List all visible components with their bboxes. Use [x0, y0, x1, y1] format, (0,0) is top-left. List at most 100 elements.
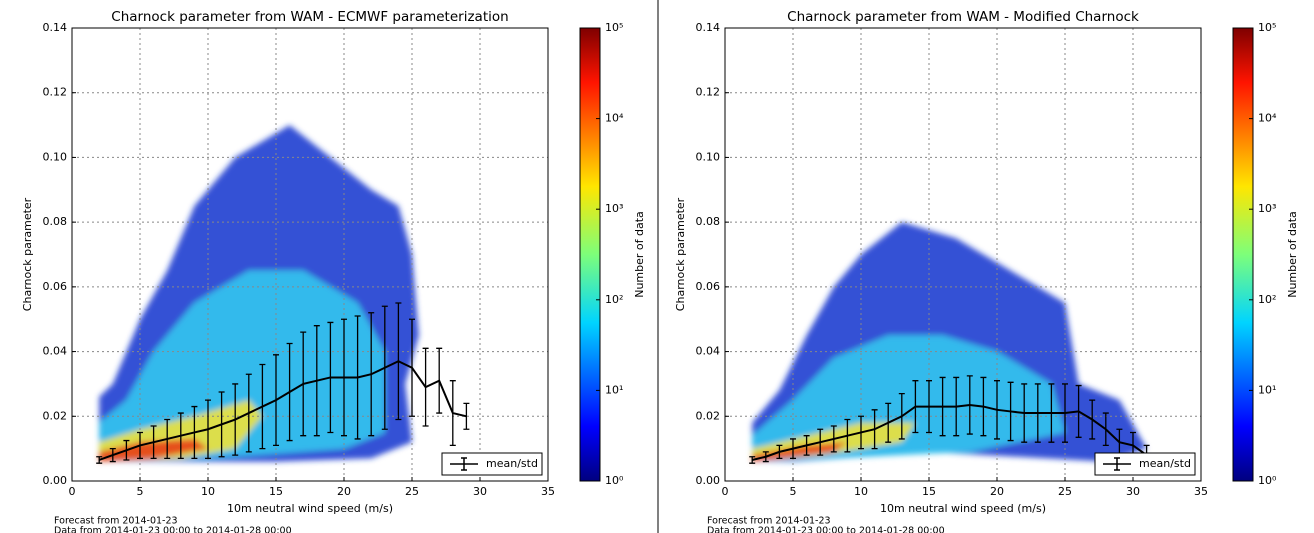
- colorbar-tick-label: 10²: [605, 293, 623, 306]
- error-bar: [273, 354, 279, 447]
- colorbar-tick-label: 10³: [1258, 202, 1276, 215]
- error-bar: [381, 305, 388, 430]
- y-tick-label: 0.02: [696, 409, 721, 422]
- error-bar: [300, 331, 307, 437]
- x-tick-label: 5: [790, 485, 797, 498]
- colorbar: [1232, 27, 1254, 482]
- error-bar: [871, 409, 878, 450]
- error-bar: [395, 302, 402, 421]
- error-bar: [790, 438, 796, 459]
- error-bar: [449, 380, 456, 447]
- legend-label: mean/std: [1139, 457, 1191, 470]
- error-bar: [858, 415, 864, 450]
- y-tick-label: 0.02: [43, 409, 68, 422]
- x-tick-label: 25: [1058, 485, 1072, 498]
- error-bar: [844, 418, 851, 453]
- chart-title: Charnock parameter from WAM - ECMWF para…: [111, 9, 508, 25]
- error-bar: [980, 376, 987, 437]
- error-bar: [96, 456, 103, 464]
- density-cloud: [752, 222, 1147, 462]
- colorbar-label: Number of data: [1286, 211, 1299, 298]
- density-region: [752, 442, 848, 462]
- colorbar-tick-label: 10³: [605, 202, 623, 215]
- legend-label: mean/std: [486, 457, 538, 470]
- y-tick-label: 0.04: [696, 345, 721, 358]
- legend-swatch: [450, 457, 478, 471]
- colorbar: [579, 27, 601, 482]
- error-bar: [939, 376, 946, 437]
- colorbar-tick-label: 10⁴: [605, 112, 624, 125]
- error-bar: [885, 402, 892, 443]
- error-bar: [137, 431, 143, 459]
- error-bar: [1102, 412, 1109, 447]
- x-tick-label: 30: [1126, 485, 1140, 498]
- x-tick-label: 35: [541, 485, 555, 498]
- density-region: [99, 270, 385, 462]
- error-bar: [926, 380, 932, 434]
- note: Data from 2014-01-23 00:00 to 2014-01-28…: [54, 526, 292, 533]
- error-bar: [259, 363, 266, 450]
- error-bar: [286, 342, 293, 442]
- y-axis-label: Charnock parameter: [674, 197, 687, 311]
- y-tick-label: 0.08: [696, 215, 721, 228]
- error-bar: [966, 375, 973, 435]
- error-bar: [327, 321, 334, 434]
- error-bar: [912, 380, 919, 434]
- error-bar: [150, 425, 157, 459]
- colorbar-tick-label: 10¹: [605, 383, 623, 396]
- x-tick-label: 25: [405, 485, 419, 498]
- y-tick-label: 0.06: [696, 280, 721, 293]
- error-bar: [803, 435, 810, 456]
- error-bar: [898, 392, 905, 440]
- error-bar: [354, 315, 361, 440]
- error-bar: [191, 405, 198, 459]
- error-bar: [1021, 383, 1028, 443]
- error-bar: [1075, 384, 1082, 438]
- error-bar: [463, 402, 470, 430]
- error-bar: [368, 312, 375, 437]
- x-tick-label: 20: [337, 485, 351, 498]
- x-tick-label: 20: [990, 485, 1004, 498]
- error-bar: [205, 399, 211, 459]
- colorbar-tick-label: 10⁵: [1258, 21, 1276, 34]
- error-bar: [830, 425, 837, 453]
- colorbar-tick-label: 10²: [1258, 293, 1276, 306]
- x-tick-label: 15: [922, 485, 936, 498]
- error-bar: [953, 376, 960, 437]
- y-tick-label: 0.14: [696, 21, 721, 34]
- error-bar: [232, 383, 239, 456]
- error-bar: [762, 451, 769, 463]
- y-tick-label: 0.10: [43, 150, 68, 163]
- x-tick-label: 35: [1194, 485, 1208, 498]
- x-tick-label: 5: [137, 485, 144, 498]
- error-bar: [436, 347, 443, 414]
- y-tick-label: 0.08: [43, 215, 68, 228]
- colorbar-tick-label: 10⁰: [1258, 474, 1277, 487]
- colorbar-tick-label: 10⁰: [605, 474, 624, 487]
- y-tick-label: 0.12: [43, 86, 68, 99]
- error-bar: [817, 428, 824, 456]
- error-bar: [123, 439, 130, 461]
- legend-swatch: [1103, 457, 1131, 471]
- error-bar: [1048, 383, 1055, 443]
- mean-line: [751, 403, 1148, 461]
- error-bar: [245, 373, 252, 453]
- y-tick-label: 0.10: [696, 150, 721, 163]
- y-tick-label: 0.14: [43, 21, 68, 34]
- colorbar-tick-label: 10¹: [1258, 383, 1276, 396]
- error-bar: [341, 318, 347, 437]
- chart-title: Charnock parameter from WAM - Modified C…: [787, 9, 1139, 25]
- x-tick-label: 10: [854, 485, 868, 498]
- error-bar: [422, 347, 429, 427]
- y-tick-label: 0.00: [696, 474, 721, 487]
- error-bar: [177, 412, 184, 459]
- error-bar: [164, 418, 171, 459]
- error-bar: [1034, 383, 1041, 443]
- note: Forecast from 2014-01-23: [707, 516, 831, 527]
- error-bar: [1062, 383, 1068, 443]
- x-tick-label: 30: [473, 485, 487, 498]
- error-bar: [109, 447, 116, 463]
- error-bar: [994, 380, 1000, 440]
- y-axis-label: Charnock parameter: [21, 197, 34, 311]
